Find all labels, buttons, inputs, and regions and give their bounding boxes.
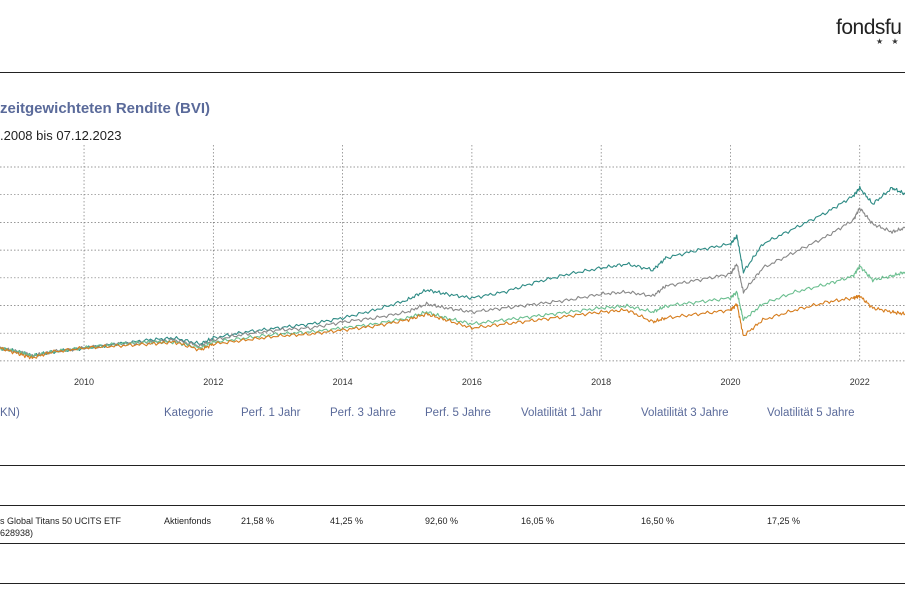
divider-top	[0, 72, 905, 73]
x-tick-label: 2020	[720, 377, 740, 387]
col-header-vol-5y: Volatilität 5 Jahre	[767, 407, 855, 419]
col-header-category: Kategorie	[164, 407, 214, 419]
col-header-perf-1y: Perf. 1 Jahr	[241, 407, 301, 419]
col-header-vol-3y: Volatilität 3 Jahre	[641, 407, 729, 419]
col-header-perf-3y: Perf. 3 Jahre	[330, 407, 396, 419]
x-tick-label: 2016	[462, 377, 482, 387]
fund-id: 628938)	[0, 528, 34, 538]
x-tick-label: 2010	[74, 377, 94, 387]
fund-perf-5y: 92,60 %	[425, 516, 459, 526]
divider-table-1	[0, 465, 905, 466]
fund-perf-1y: 21,58 %	[241, 516, 275, 526]
divider-table-4	[0, 583, 905, 584]
x-tick-label: 2014	[333, 377, 353, 387]
performance-chart: 2010 2012 2014 2016 2018 2020 2022	[0, 145, 905, 387]
fund-vol-5y: 17,25 %	[767, 516, 801, 526]
fund-vol-3y: 16,50 %	[641, 516, 675, 526]
divider-table-2	[0, 505, 905, 506]
chart-title: zeitgewichteten Rendite (BVI)	[0, 100, 211, 117]
series-line-1	[0, 207, 905, 358]
col-header-perf-5y: Perf. 5 Jahre	[425, 407, 491, 419]
col-header-wkn: KN)	[0, 407, 20, 419]
x-tick-label: 2012	[203, 377, 223, 387]
fund-name: s Global Titans 50 UCITS ETF	[0, 516, 122, 526]
series-line-0	[0, 185, 905, 358]
fund-vol-1y: 16,05 %	[521, 516, 555, 526]
x-tick-label: 2018	[591, 377, 611, 387]
divider-table-3	[0, 543, 905, 544]
series-line-3	[0, 294, 905, 360]
logo: fondsfu	[836, 16, 902, 39]
logo-stars: ★ ★	[876, 37, 902, 46]
chart-subtitle: .2008 bis 07.12.2023	[0, 128, 122, 143]
col-header-vol-1y: Volatilität 1 Jahr	[521, 407, 603, 419]
fund-perf-3y: 41,25 %	[330, 516, 364, 526]
x-tick-label: 2022	[850, 377, 870, 387]
fund-category: Aktienfonds	[164, 516, 212, 526]
